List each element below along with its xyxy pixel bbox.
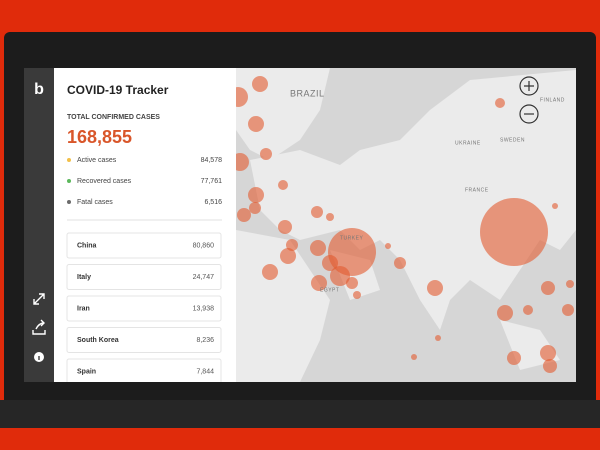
device-base [0, 400, 600, 428]
country-value: 24,747 [193, 274, 215, 281]
country-name: Spain [77, 368, 96, 375]
total-value: 168,855 [67, 127, 132, 147]
country-name: South Korea [77, 337, 119, 344]
country-name: Italy [77, 274, 91, 281]
expand-icon[interactable] [33, 293, 45, 305]
country-card[interactable] [66, 264, 222, 290]
breakdown-value: 6,516 [204, 199, 222, 206]
country-value: 7,844 [196, 368, 214, 375]
total-label: TOTAL CONFIRMED CASES [67, 114, 160, 121]
legend-dot [67, 158, 71, 162]
legend-dot [67, 200, 71, 204]
map-label: UKRAINE [455, 140, 481, 146]
country-value: 80,860 [193, 242, 215, 249]
map-label: FINLAND [540, 97, 565, 103]
breakdown-value: 77,761 [201, 178, 223, 185]
country-name: China [77, 242, 97, 249]
case-bubbles [236, 76, 574, 373]
zoom-in-glyph [524, 81, 534, 91]
zoom-out-button[interactable] [519, 104, 539, 124]
country-value: 8,236 [196, 337, 214, 344]
country-card[interactable] [66, 327, 222, 353]
share-icon[interactable] [32, 319, 46, 335]
country-value: 13,938 [193, 305, 215, 312]
map-label: SWEDEN [500, 137, 525, 143]
zoom-in-button[interactable] [519, 76, 539, 96]
breakdown-value: 84,578 [201, 157, 223, 164]
bing-logo[interactable]: b [34, 81, 44, 98]
country-card[interactable] [66, 232, 222, 259]
breakdown-label: Fatal cases [77, 199, 113, 206]
map-label: EGYPT [320, 287, 339, 293]
country-card[interactable] [66, 358, 222, 384]
country-card[interactable] [66, 295, 222, 322]
map[interactable]: BRAZIL FINLAND SWEDEN UKRAINE FRANCE TURKEY EG… [228, 68, 576, 382]
breakdown-label: Active cases [77, 157, 117, 164]
sidebar [24, 68, 54, 382]
country-name: Iran [77, 305, 90, 312]
map-label: BRAZIL [290, 88, 325, 98]
info-glyph [38, 356, 40, 360]
map-label: TURKEY [340, 235, 363, 241]
app-title: COVID-19 Tracker [67, 83, 169, 97]
map-label: FRANCE [465, 187, 489, 193]
legend-dot [67, 179, 71, 183]
breakdown-label: Recovered cases [77, 178, 132, 185]
